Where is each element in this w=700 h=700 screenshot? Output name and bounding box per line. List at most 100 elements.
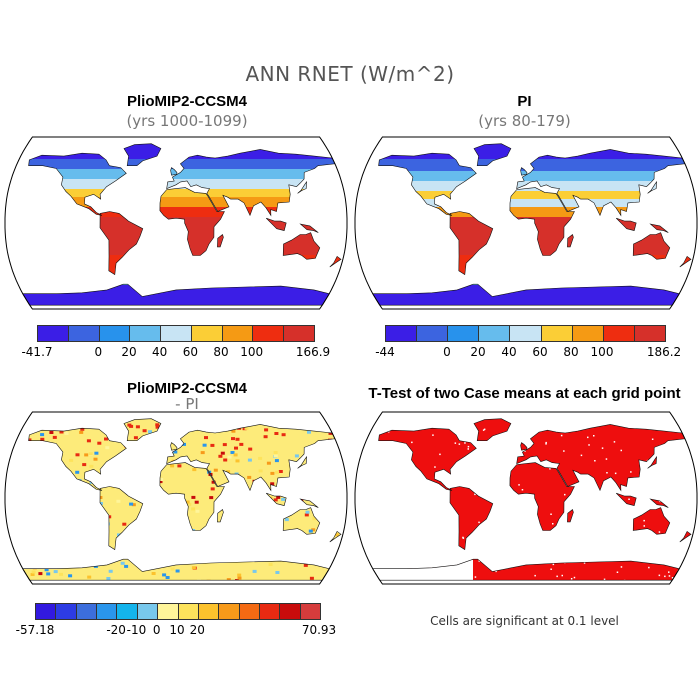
colorbar-swatch — [259, 604, 281, 619]
field-cell — [145, 449, 150, 453]
field-cell — [155, 425, 160, 429]
colorbar-tick-label: 166.9 — [295, 345, 331, 359]
field-cell — [508, 431, 511, 433]
field-cell — [332, 410, 336, 413]
field-cell — [290, 498, 295, 502]
field-cell — [312, 517, 317, 521]
field-cell — [91, 519, 96, 522]
field-cell — [173, 419, 178, 423]
field-cell — [170, 428, 175, 432]
coastline-indonesia — [265, 217, 287, 231]
panel1-colorbar — [37, 325, 315, 342]
field-cell — [183, 510, 188, 514]
field-cell — [185, 500, 190, 504]
field-cell — [34, 488, 39, 492]
field-cell — [685, 505, 688, 507]
field-cell — [317, 444, 322, 448]
field-cell — [87, 575, 92, 579]
field-cell — [342, 571, 346, 574]
field-cell — [29, 555, 33, 559]
field-cell — [407, 459, 409, 462]
colorbar-swatch — [219, 604, 240, 619]
field-cell — [393, 531, 396, 533]
field-cell — [311, 415, 315, 418]
field-cell — [228, 477, 233, 481]
field-cell — [158, 480, 163, 484]
field-cell — [278, 470, 283, 473]
field-cell — [48, 476, 53, 480]
field-cell — [53, 490, 58, 494]
field-cell — [158, 537, 163, 541]
colorbar-tick-label: 0 — [94, 345, 103, 359]
field-cell — [138, 416, 142, 419]
field-cell — [257, 496, 262, 500]
field-cell — [142, 429, 147, 433]
field-cell — [383, 503, 386, 506]
field-cell — [181, 536, 186, 540]
field-cell — [136, 460, 141, 463]
field-cell — [97, 476, 102, 480]
field-cell — [44, 488, 49, 492]
field-cell — [204, 436, 208, 440]
field-cell — [680, 578, 683, 580]
field-cell — [191, 495, 196, 499]
field-cell — [331, 463, 336, 467]
field-cell — [129, 483, 134, 487]
field-cell — [258, 469, 263, 473]
coastline-great-britain — [520, 442, 528, 451]
field-cell — [606, 421, 609, 424]
field-cell — [6, 444, 10, 447]
field-cell — [199, 425, 204, 428]
field-cell — [154, 456, 159, 460]
field-cell — [449, 522, 451, 524]
field-cell — [346, 522, 350, 525]
field-cell — [411, 558, 413, 560]
field-cell — [504, 531, 507, 534]
field-cell — [39, 481, 44, 485]
field-cell — [265, 512, 270, 516]
field-cell — [467, 448, 469, 450]
field-cell — [103, 428, 108, 432]
field-cell — [478, 560, 480, 562]
field-cell — [31, 420, 36, 424]
field-cell — [124, 471, 129, 474]
field-cell — [168, 504, 173, 508]
field-cell — [626, 487, 628, 489]
field-cell — [425, 562, 427, 564]
field-cell — [361, 529, 363, 531]
field-cell — [591, 520, 593, 523]
panel3-map — [4, 410, 350, 585]
field-cell — [26, 442, 31, 446]
field-cell — [88, 495, 93, 498]
field-cell — [170, 464, 175, 468]
field-cell — [560, 434, 563, 437]
panel3-colorbar-labels: -57.18 -20 -10 0 10 20 70.93 — [16, 623, 337, 637]
field-cell — [244, 426, 249, 430]
field-cell — [187, 502, 192, 506]
field-cell — [223, 458, 228, 462]
colorbar-swatch — [130, 326, 162, 341]
field-cell — [146, 497, 151, 501]
field-cell — [605, 458, 608, 460]
field-band — [22, 217, 341, 255]
field-cell — [281, 497, 286, 501]
field-cell — [419, 550, 422, 552]
field-cell — [104, 421, 109, 425]
field-cell — [239, 442, 244, 446]
field-cell — [523, 541, 525, 544]
field-cell — [601, 447, 604, 449]
field-cell — [305, 448, 310, 452]
coastline-new-guinea — [649, 498, 669, 508]
field-cell — [648, 566, 650, 569]
field-cell — [221, 554, 225, 558]
field-cell — [40, 437, 45, 441]
colorbar-swatch — [198, 604, 220, 619]
field-cell — [15, 479, 19, 482]
field-cell — [285, 491, 290, 494]
field-cell — [15, 494, 19, 497]
field-cell — [230, 451, 235, 454]
field-cell — [417, 481, 420, 484]
field-cell — [49, 553, 54, 557]
field-cell — [105, 552, 110, 556]
field-cell — [291, 530, 296, 534]
